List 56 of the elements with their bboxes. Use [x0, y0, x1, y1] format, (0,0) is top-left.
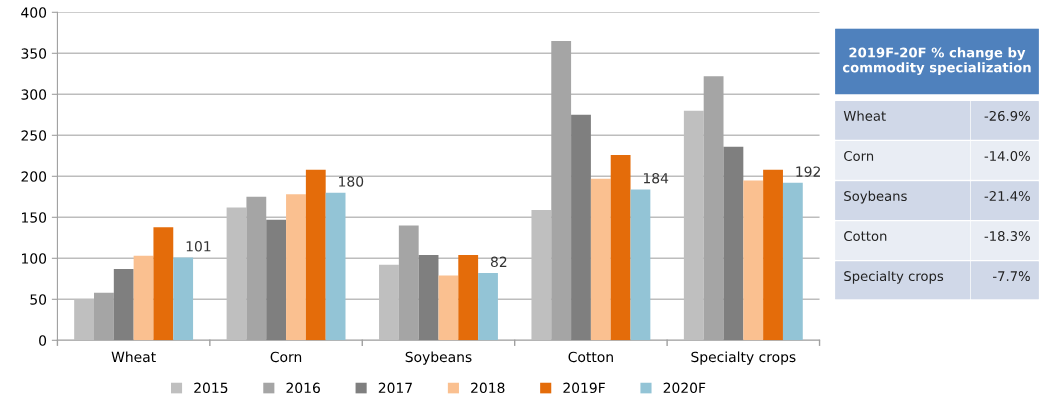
text: 2019F-20F % change by commodity specialization: [842, 47, 1031, 76]
bar: [610, 154, 631, 341]
bar: [153, 227, 174, 341]
y-tick-label: 350: [21, 48, 47, 59]
bar: [418, 255, 439, 341]
legend-label: 2016: [286, 382, 320, 394]
y-tick-label: 0: [39, 335, 47, 346]
bar: [478, 273, 498, 341]
y-tick-label: 250: [21, 130, 47, 141]
text: Wheat: [843, 110, 886, 121]
x-tick-label: Cotton: [568, 351, 613, 363]
text: -21.4%: [984, 191, 1030, 201]
data-label: 180: [339, 176, 364, 187]
x-tick-label: Soybeans: [405, 351, 472, 365]
bar: [458, 255, 479, 341]
bar: [630, 189, 651, 341]
bar: [173, 257, 194, 341]
text: Soybeans: [844, 190, 907, 204]
text: Corn: [844, 150, 874, 161]
legend-label: 2019F: [563, 382, 605, 394]
legend-label: 2020F: [663, 382, 706, 394]
bar: [782, 182, 803, 341]
bar: [113, 268, 134, 341]
y-tick-label: 400: [21, 7, 47, 18]
bar: [723, 146, 744, 341]
bar: [266, 219, 287, 341]
text: -14.0%: [984, 150, 1030, 161]
data-label: 192: [796, 166, 820, 177]
text: -26.9%: [984, 110, 1030, 121]
bar: [305, 169, 326, 341]
text: Cotton: [844, 231, 887, 242]
data-label: 101: [186, 241, 211, 252]
x-tick-label: Wheat: [111, 351, 156, 363]
text: -7.7%: [993, 271, 1030, 282]
bar: [438, 275, 459, 341]
text: -18.3%: [984, 231, 1030, 242]
y-tick-label: 150: [22, 212, 47, 223]
legend-label: 2015: [194, 382, 228, 394]
bar: [743, 180, 764, 341]
bar: [325, 192, 346, 341]
y-tick-label: 200: [21, 171, 47, 182]
bar: [133, 255, 154, 341]
bar: [763, 169, 783, 341]
data-label: 82: [490, 256, 507, 268]
y-tick-label: 300: [21, 89, 47, 100]
legend-label: 2017: [378, 382, 412, 394]
text: Specialty crops: [844, 270, 944, 284]
y-tick-label: 50: [30, 294, 47, 305]
x-tick-label: Specialty crops: [691, 351, 796, 365]
x-tick-label: Corn: [270, 351, 302, 363]
legend-label: 2018: [471, 382, 505, 394]
bar: [590, 178, 611, 341]
y-tick-label: 100: [22, 253, 47, 264]
bar: [571, 114, 591, 341]
data-label: 184: [643, 172, 669, 184]
bar: [286, 194, 306, 341]
